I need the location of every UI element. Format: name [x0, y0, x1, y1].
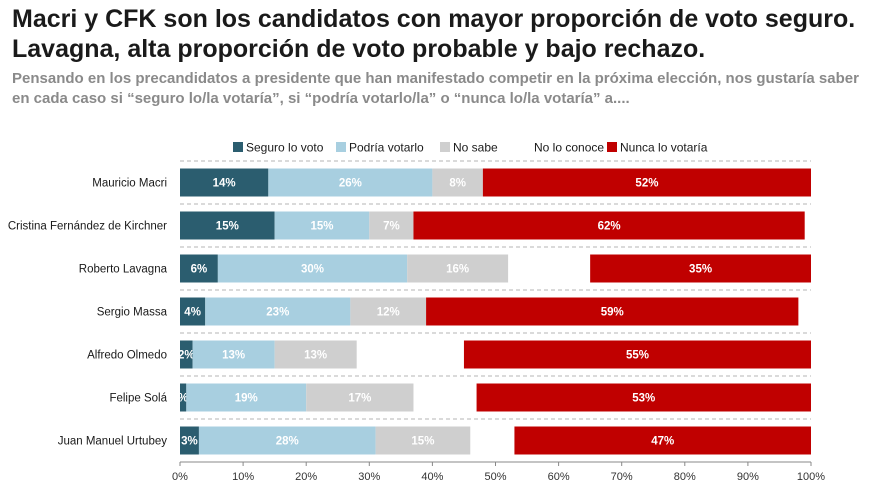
- bar-segment: [180, 211, 275, 240]
- x-tick-label: 70%: [611, 471, 633, 483]
- data-label: 16%: [446, 264, 469, 276]
- category-label: Roberto Lavagna: [79, 264, 168, 276]
- bar-segment: [180, 426, 199, 455]
- legend-swatch: [440, 142, 450, 152]
- bar-segment: [350, 297, 427, 326]
- chart-subtitle: Pensando en los precandidatos a presiden…: [12, 70, 859, 107]
- bar-segment: [217, 254, 408, 283]
- data-label: 7%: [383, 221, 400, 233]
- data-label: 2%: [178, 350, 195, 362]
- bar-segment: [432, 168, 483, 197]
- data-label: 52%: [635, 178, 658, 190]
- bar-segment: [375, 426, 471, 455]
- bar-segment: [180, 340, 193, 369]
- legend-swatch: [233, 142, 243, 152]
- category-label: Cristina Fernández de Kirchner: [8, 221, 167, 233]
- bars: 14% 26% 8% 52% 15% 15% 7% 62% 6% 30% 16% 35% 4% 23% 12…: [178, 168, 811, 455]
- data-label: 59%: [601, 307, 624, 319]
- data-label: 62%: [598, 221, 621, 233]
- x-tick-label: 10%: [232, 471, 254, 483]
- data-label: 13%: [304, 350, 327, 362]
- data-label: 17%: [348, 393, 371, 405]
- x-tick-label: 80%: [674, 471, 696, 483]
- data-label: 23%: [266, 307, 289, 319]
- legend-label: Nunca lo votaría: [620, 141, 708, 155]
- data-label: 19%: [235, 393, 258, 405]
- x-tick-label: 40%: [421, 471, 443, 483]
- data-label: 13%: [222, 350, 245, 362]
- bar-segment: [426, 297, 799, 326]
- category-label: Juan Manuel Urtubey: [58, 436, 168, 448]
- bar-segment: [205, 297, 351, 326]
- legend-label: Podría votarlo: [349, 141, 424, 155]
- data-label: 35%: [689, 264, 712, 276]
- data-label: 15%: [310, 221, 333, 233]
- data-label: 15%: [216, 221, 239, 233]
- data-label: %: [178, 393, 188, 405]
- category-label: Sergio Massa: [97, 307, 168, 319]
- bar-segment: [180, 297, 206, 326]
- bar-segment: [186, 383, 307, 412]
- x-tick-label: 0%: [172, 471, 188, 483]
- data-label: 8%: [449, 178, 466, 190]
- data-label: 6%: [191, 264, 208, 276]
- category-labels: Mauricio Macri Cristina Fernández de Kirc…: [8, 178, 168, 448]
- x-tick-label: 50%: [484, 471, 506, 483]
- chart-title: Macri y CFK son los candidatos con mayor…: [12, 5, 856, 63]
- data-label: 53%: [632, 393, 655, 405]
- bar-segment: [268, 168, 433, 197]
- bar-segment: [590, 254, 811, 283]
- data-label: 14%: [213, 178, 236, 190]
- data-label: 47%: [651, 436, 674, 448]
- bar-segment: [514, 426, 811, 455]
- legend-swatch: [607, 142, 617, 152]
- bar-segment: [407, 254, 509, 283]
- category-label: Felipe Solá: [109, 393, 167, 405]
- data-label: 28%: [276, 436, 299, 448]
- data-label: 3%: [181, 436, 198, 448]
- legend-label: Seguro lo voto: [246, 141, 324, 155]
- x-tick-label: 60%: [548, 471, 570, 483]
- bar-segment: [192, 340, 275, 369]
- bar-segment: [180, 383, 187, 412]
- category-label: Alfredo Olmedo: [87, 350, 167, 362]
- x-tick-label: 30%: [358, 471, 380, 483]
- x-axis: 0% 10% 20% 30% 40% 50% 60% 70% 80% 90% 100%: [172, 461, 825, 483]
- bar-segment: [463, 340, 811, 369]
- bar-segment: [476, 383, 811, 412]
- x-tick-label: 100%: [797, 471, 825, 483]
- x-tick-label: 20%: [295, 471, 317, 483]
- data-label: 4%: [184, 307, 201, 319]
- legend-label: No lo conoce: [534, 141, 604, 155]
- data-label: 12%: [377, 307, 400, 319]
- bar-segment: [274, 211, 370, 240]
- data-label: 26%: [339, 178, 362, 190]
- data-label: 15%: [411, 436, 434, 448]
- data-label: 55%: [626, 350, 649, 362]
- legend: Seguro lo voto Podría votarlo No sabe No lo…: [233, 141, 708, 155]
- bar-segment: [369, 211, 414, 240]
- bar-segment: [482, 168, 811, 197]
- bar-segment: [198, 426, 376, 455]
- bar-segment: [274, 340, 357, 369]
- legend-swatch: [336, 142, 346, 152]
- bar-segment: [180, 168, 269, 197]
- bar-segment: [180, 254, 218, 283]
- bar-segment: [306, 383, 414, 412]
- legend-label: No sabe: [453, 141, 498, 155]
- x-tick-label: 90%: [737, 471, 759, 483]
- data-label: 30%: [301, 264, 324, 276]
- bar-segment: [413, 211, 805, 240]
- category-label: Mauricio Macri: [92, 178, 167, 190]
